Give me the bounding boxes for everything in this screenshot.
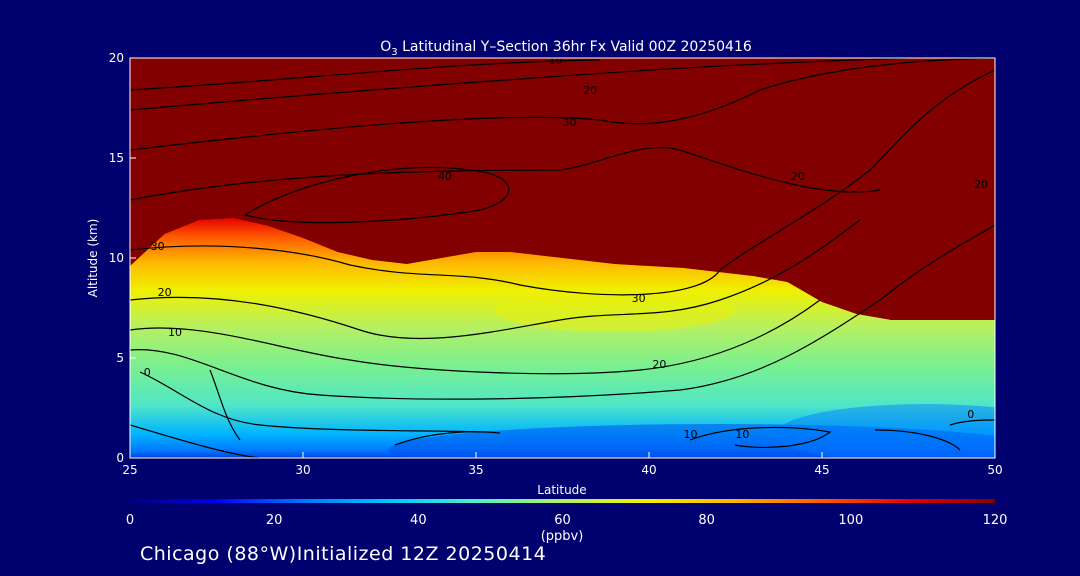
chart-title: O3 Latitudinal Y–Section 36hr Fx Valid 0…	[380, 39, 752, 58]
y-tick-label: 20	[109, 51, 124, 65]
colorbar-tick-label: 40	[410, 513, 427, 528]
contour-line	[244, 166, 510, 224]
contour-label: 20	[791, 170, 805, 183]
y-tick-label: 0	[116, 451, 124, 465]
colorbar-ticks: 0 20 40 60 80 100 120	[126, 513, 1008, 528]
plot-area: 10 20 30 40 20 20 30 20 10 0 30 20 10 10 0	[130, 54, 995, 458]
y-axis-label: Altitude (km)	[86, 219, 100, 298]
contour-lines	[130, 58, 995, 458]
contour-line	[130, 58, 995, 151]
contour-label: 10	[168, 326, 182, 339]
x-tick-label: 50	[987, 463, 1002, 477]
colorbar-tick-label: 60	[554, 513, 571, 528]
contour-label: 30	[562, 116, 576, 129]
troposphere-ozone-field	[130, 218, 995, 458]
contour-label: 20	[652, 358, 666, 371]
y-tick-label: 5	[116, 351, 124, 365]
contour-line	[130, 59, 601, 91]
x-tick-label: 30	[295, 463, 310, 477]
contour-line	[130, 147, 881, 201]
contour-line	[689, 426, 832, 448]
contour-label: 30	[151, 240, 165, 253]
low-ozone-band	[388, 424, 995, 458]
contour-label: 40	[438, 170, 452, 183]
x-axis-label: Latitude	[537, 483, 586, 497]
contour-line	[130, 299, 821, 375]
contour-label: 10	[549, 54, 563, 67]
contour-line	[139, 371, 481, 433]
footer-caption: Chicago (88°W)Initialized 12Z 20250414	[140, 543, 547, 565]
x-tick-label: 40	[641, 463, 656, 477]
colorbar-tick-label: 0	[126, 513, 134, 528]
contour-line	[130, 219, 861, 340]
colorbar-tick-label: 20	[266, 513, 283, 528]
contour-labels: 10 20 30 40 20 20 30 20 10 0 30 20 10 10 0	[144, 54, 988, 441]
contour-label: 20	[583, 84, 597, 97]
colorbar-tick-label: 80	[698, 513, 715, 528]
y-tick-label: 10	[109, 251, 124, 265]
x-tick-label: 25	[122, 463, 137, 477]
contour-label: 20	[974, 178, 988, 191]
colorbar	[130, 499, 995, 503]
contour-line	[130, 424, 261, 458]
contour-label: 0	[144, 366, 151, 379]
contour-line	[394, 431, 501, 446]
x-tick-label: 35	[468, 463, 483, 477]
contour-line	[130, 69, 995, 296]
colorbar-tick-label: 100	[838, 513, 863, 528]
low-ozone-band-east	[775, 404, 995, 458]
contour-line	[130, 224, 995, 400]
contour-label: 0	[967, 408, 974, 421]
contour-line	[949, 419, 995, 426]
contour-line	[130, 58, 911, 111]
axes: 25 30 35 40 45 50 0 5 10 15 20	[109, 51, 1003, 477]
contour-label: 30	[632, 292, 646, 305]
x-tick-label: 45	[814, 463, 829, 477]
contour-line	[209, 369, 241, 441]
contour-line	[874, 429, 961, 451]
contour-label: 10	[735, 428, 749, 441]
y-tick-label: 15	[109, 151, 124, 165]
contour-label: 20	[158, 286, 172, 299]
contour-label: 10	[684, 428, 698, 441]
colorbar-tick-label: 120	[983, 513, 1008, 528]
colorbar-units: (ppbv)	[541, 529, 584, 544]
